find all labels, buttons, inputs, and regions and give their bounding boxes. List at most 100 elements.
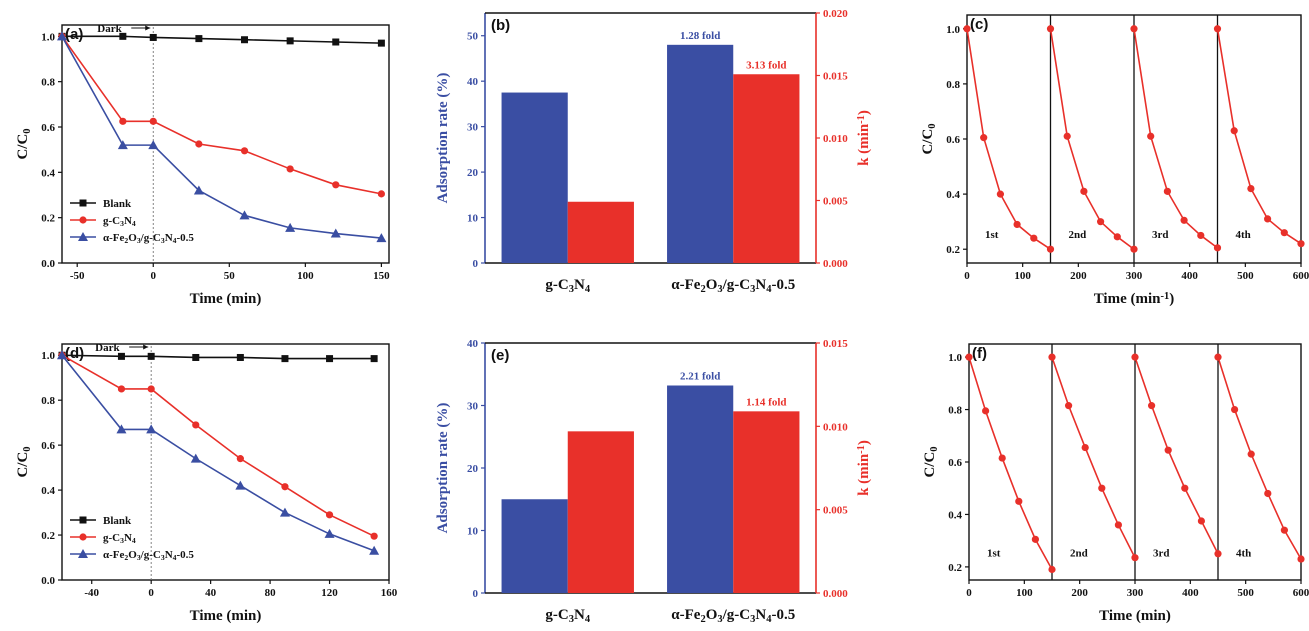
y-axis-label-right: k (min-1) [856, 110, 872, 166]
data-point-circle [149, 117, 157, 125]
data-point-circle [1197, 231, 1205, 240]
data-point-triangle [190, 453, 201, 463]
data-point-circle [1046, 25, 1055, 33]
data-point-circle [1231, 405, 1239, 414]
legend-label: Blank [103, 198, 132, 210]
x-tick-label: 600 [1293, 270, 1309, 282]
y-tick-label: 0.4 [946, 189, 960, 201]
dark-arrow-head [143, 344, 149, 350]
y-tick-label: 0.4 [948, 509, 962, 521]
data-point-circle [1181, 484, 1189, 492]
data-point-circle [147, 385, 155, 393]
x-tick-label: 200 [1070, 270, 1087, 282]
data-point-circle [1013, 220, 1021, 229]
series-line [1049, 28, 1135, 250]
left-tick-label: 10 [467, 213, 479, 225]
data-point-circle [195, 140, 203, 148]
series-line [1217, 356, 1302, 560]
bar-adsorption [501, 92, 568, 263]
series-line [61, 35, 382, 195]
series-line [1134, 356, 1219, 555]
left-tick-label: 0 [473, 588, 479, 600]
data-point-square [119, 32, 127, 40]
y-tick-label: 1.0 [946, 24, 960, 36]
bar-adsorption [667, 385, 734, 593]
x-tick-label: 0 [151, 270, 157, 282]
data-point-circle [119, 117, 127, 125]
left-tick-label: 30 [467, 122, 479, 134]
data-point-triangle [239, 210, 250, 220]
x-tick-label: 40 [205, 587, 217, 599]
panel-b: 0 10 20 30 40 50 0.000 0.005 0.010 0.015 0.020 g-C3… [435, 8, 872, 295]
data-point-circle [1163, 187, 1171, 195]
y-tick-label: 0.8 [948, 405, 962, 417]
series-line [968, 356, 1053, 570]
x-tick-label: 150 [373, 270, 390, 282]
data-point-circle [965, 353, 973, 361]
right-tick-label: 0.015 [823, 71, 848, 83]
panel-e: 0 10 20 30 40 0.000 0.005 0.010 0.015 g-C3N4 α-Fe2… [435, 338, 872, 625]
data-point-circle [1015, 497, 1023, 505]
left-tick-label: 0 [473, 258, 479, 270]
x-axis-label: Time (min) [190, 608, 262, 624]
data-point-triangle [279, 507, 290, 517]
data-point-triangle [57, 31, 67, 41]
right-tick-label: 0.005 [823, 196, 848, 208]
legend-label: Blank [103, 515, 132, 527]
data-point-circle [1080, 187, 1088, 195]
fold-annotation: 2.21 fold [680, 371, 720, 383]
panel-label: (a) [65, 26, 83, 43]
x-tick-label: 160 [381, 587, 398, 599]
y-tick-label: 1.0 [41, 31, 55, 43]
series-line [966, 28, 1051, 250]
data-point-square [147, 352, 155, 360]
left-tick-label: 40 [467, 76, 479, 88]
data-point-square [370, 355, 378, 363]
x-axis-label: Time (min) [190, 291, 262, 307]
panel-label: (f) [972, 345, 987, 362]
data-point-circle [1081, 443, 1089, 452]
fold-annotation: 1.28 fold [680, 30, 720, 42]
data-point-circle [281, 483, 289, 491]
panel-label: (c) [970, 16, 988, 33]
cycle-label: 2nd [1069, 229, 1087, 241]
data-point-circle [963, 25, 971, 33]
y-tick-label: 0.2 [41, 530, 55, 542]
right-tick-label: 0.000 [823, 588, 848, 600]
cycle-label: 4th [1236, 547, 1251, 559]
dark-annotation: Dark [97, 23, 122, 35]
bar-adsorption [667, 44, 734, 264]
right-tick-label: 0.015 [823, 338, 848, 350]
legend-marker-circle [79, 216, 87, 224]
bar-k [567, 431, 634, 593]
data-point-square [149, 33, 157, 41]
series-line [1216, 28, 1302, 245]
legend-label: α-Fe2O3/g-C3N4-0.5 [103, 549, 194, 562]
data-point-circle [377, 190, 385, 198]
data-point-triangle [330, 228, 341, 238]
bar-k [733, 411, 800, 593]
data-point-circle [332, 181, 340, 189]
right-tick-label: 0.010 [823, 421, 848, 433]
data-point-circle [1031, 535, 1039, 543]
data-point-circle [1264, 489, 1272, 498]
y-tick-label: 0.0 [41, 575, 55, 587]
data-point-square [241, 36, 249, 44]
panel-c: 0 100 200 300 400 500 600 0.2 0.4 0.6 0.8 1.0 Time (… [920, 14, 1309, 307]
y-tick-label: 0.2 [946, 244, 960, 256]
data-point-circle [1030, 234, 1038, 242]
left-tick-label: 10 [467, 526, 479, 538]
dark-annotation: Dark [95, 342, 120, 354]
data-point-circle [325, 511, 334, 519]
y-axis-label: C/C0 [920, 123, 938, 154]
x-axis-label: Time (min) [1099, 608, 1171, 624]
data-point-circle [1114, 521, 1122, 529]
x-tick-label: 120 [321, 587, 338, 599]
x-tick-label: -50 [70, 270, 85, 282]
cycle-label: 3rd [1153, 547, 1170, 559]
data-point-triangle [193, 185, 204, 195]
data-point-triangle [57, 350, 67, 360]
x-tick-label: 100 [1014, 270, 1031, 282]
data-point-circle [1048, 353, 1056, 361]
fold-annotation: 3.13 fold [746, 59, 786, 71]
